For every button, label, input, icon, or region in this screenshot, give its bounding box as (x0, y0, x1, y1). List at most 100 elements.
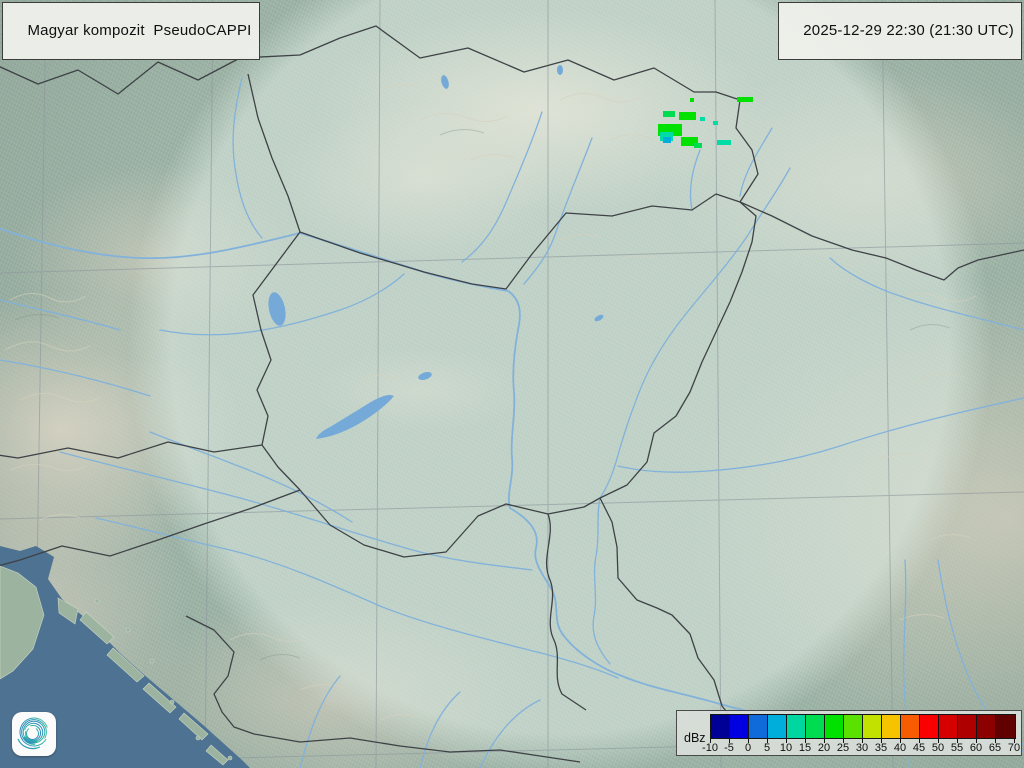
legend-color-cells (710, 714, 1016, 739)
legend-cell-divider (881, 714, 882, 739)
radar-echo (681, 137, 698, 146)
legend-cell (863, 715, 882, 738)
legend-tick (843, 738, 844, 743)
legend-cell-divider (900, 714, 901, 739)
relief-ridges (4, 84, 977, 721)
legend-cell (958, 715, 977, 738)
country-borders (0, 25, 1024, 763)
legend-cell-divider (976, 714, 977, 739)
legend-cell (901, 715, 920, 738)
istria-peninsula (0, 565, 45, 680)
legend-cell-divider (729, 714, 730, 739)
legend-tick (824, 738, 825, 743)
legend-tick (938, 738, 939, 743)
dbz-legend: dBz -10 -5 0 5 10 15 20 25 30 35 40 45 50 55 60 65 70 (676, 710, 1022, 756)
tisza-river (592, 167, 791, 665)
legend-tick-label: 30 (855, 742, 869, 754)
timestamp-box: 2025-12-29 22:30 (21:30 UTC) (777, 2, 1022, 60)
legend-tick (1014, 738, 1015, 743)
radar-echo (663, 111, 675, 117)
legend-cell (787, 715, 806, 738)
legend-tick-label: 45 (912, 742, 926, 754)
border-ua-ro (739, 201, 1024, 281)
lakes (268, 65, 604, 439)
legend-tick (748, 738, 749, 743)
mures-river (617, 397, 1024, 473)
legend-tick (919, 738, 920, 743)
legend-cell (844, 715, 863, 738)
legend-tick-label: 65 (988, 742, 1002, 754)
legend-tick-label: 50 (931, 742, 945, 754)
legend-tick (957, 738, 958, 743)
product-title-box: Magyar kompozit PseudoCAPPI (2, 2, 260, 60)
border-at-si (0, 441, 263, 459)
timestamp: 2025-12-29 22:30 (21:30 UTC) (803, 22, 1014, 39)
legend-tick-label: 70 (1007, 742, 1021, 754)
legend-cell-divider (843, 714, 844, 739)
somes-river (829, 257, 1024, 331)
legend-tick-label: 35 (874, 742, 888, 754)
legend-tick-label: 55 (950, 742, 964, 754)
radar-echo (694, 143, 702, 148)
radar-echo-layer (658, 97, 753, 148)
border-hungary (252, 193, 757, 558)
legend-tick-label: 5 (763, 742, 771, 754)
lake-balaton (316, 395, 394, 439)
legend-tick-label: 20 (817, 742, 831, 754)
border-hr-rs (545, 513, 587, 711)
hungaromet-logo (12, 712, 56, 756)
morava-river (232, 77, 263, 239)
adriatic-islands (57, 597, 233, 766)
relief-shadows (14, 129, 951, 661)
bosna-river (479, 699, 541, 768)
legend-cell-divider (805, 714, 806, 739)
legend-cell (825, 715, 844, 738)
legend-cell-divider (957, 714, 958, 739)
border-rs-ro (599, 497, 739, 727)
lake-velence (418, 372, 432, 380)
adriatic-sea (0, 546, 250, 768)
legend-cell-divider (824, 714, 825, 739)
legend-tick (995, 738, 996, 743)
radar-echo (690, 98, 694, 102)
legend-tick (729, 738, 730, 743)
raba-river (159, 273, 405, 336)
radar-echo (663, 137, 671, 143)
vah-river (461, 111, 543, 263)
legend-cell (711, 715, 730, 738)
legend-tick (862, 738, 863, 743)
radar-echo (713, 121, 718, 125)
legend-tick (710, 738, 711, 743)
vrbas-river (419, 691, 461, 768)
legend-cell-divider (919, 714, 920, 739)
legend-cell (749, 715, 768, 738)
legend-tick (786, 738, 787, 743)
bodrog-river (739, 127, 773, 197)
legend-cell (977, 715, 996, 738)
legend-cell-divider (938, 714, 939, 739)
una-river (299, 675, 341, 768)
rivers (0, 77, 1024, 768)
border-hr-ba (185, 615, 581, 763)
legend-tick (881, 738, 882, 743)
hernad-river (689, 149, 701, 211)
orava-reservoir (557, 65, 563, 75)
legend-tick (767, 738, 768, 743)
radar-coverage-circle (128, 0, 992, 768)
legend-cell-divider (767, 714, 768, 739)
lake-neusiedl (268, 292, 286, 326)
legend-tick-label: 0 (744, 742, 752, 754)
legend-cell-divider (862, 714, 863, 739)
legend-cell (939, 715, 958, 738)
legend-cell (882, 715, 901, 738)
legend-tick (805, 738, 806, 743)
legend-cell-divider (786, 714, 787, 739)
legend-cell (730, 715, 749, 738)
radar-echo (700, 117, 705, 121)
inn-river (0, 299, 121, 331)
legend-tick-label: 10 (779, 742, 793, 754)
legend-tick (900, 738, 901, 743)
legend-tick-label: 25 (836, 742, 850, 754)
